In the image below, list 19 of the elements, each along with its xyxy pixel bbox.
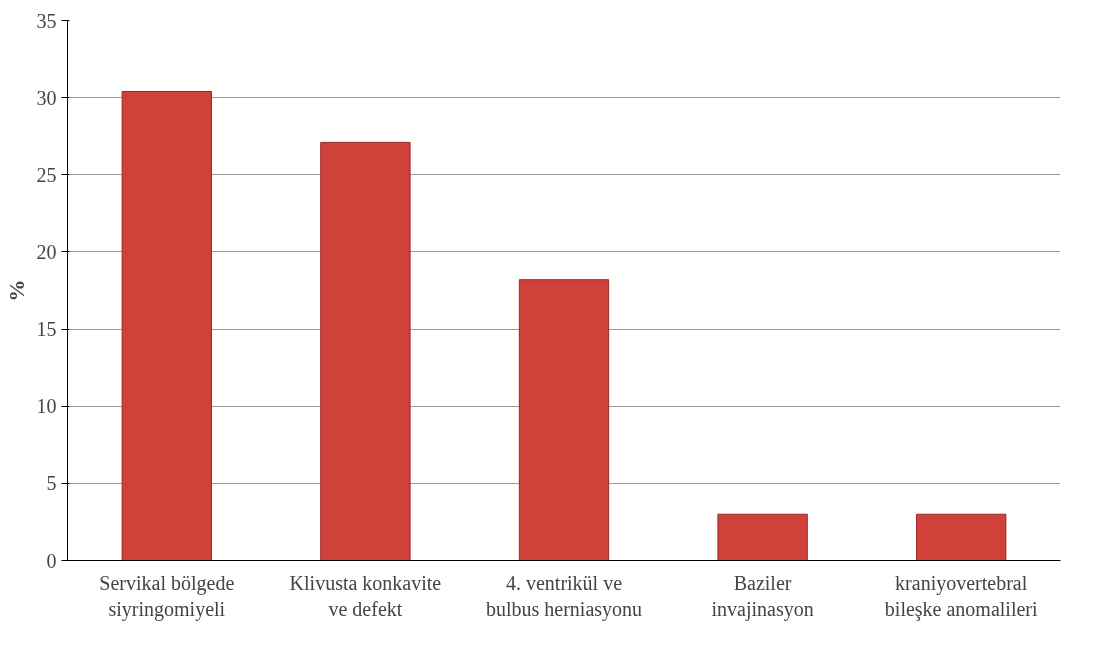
bar (320, 141, 411, 561)
y-tick-label: 30 (36, 86, 57, 109)
y-tick-label: 25 (36, 163, 57, 186)
x-tick-label: kraniyovertebral bileşke anomalileri (884, 571, 1039, 621)
bar (121, 90, 212, 561)
y-tick-label: 15 (36, 318, 57, 341)
bar (717, 513, 808, 561)
bar (518, 279, 610, 561)
y-tick-label: 35 (36, 9, 57, 32)
x-tick-label: Baziler invajinasyon (711, 571, 814, 621)
y-tick-label: 5 (46, 472, 57, 495)
x-tick-label: Servikal bölgede siyringomiyeli (99, 571, 235, 621)
x-tick-label: Klivusta konkavite ve defekt (289, 571, 442, 620)
y-axis-title: % (3, 279, 29, 302)
y-tick-label: 10 (36, 395, 57, 418)
bar (916, 513, 1007, 561)
y-tick-label: 0 (46, 549, 57, 572)
y-tick-label: 20 (36, 240, 57, 263)
x-tick-label: 4. ventrikül ve bulbus herniasyonu (485, 571, 643, 621)
